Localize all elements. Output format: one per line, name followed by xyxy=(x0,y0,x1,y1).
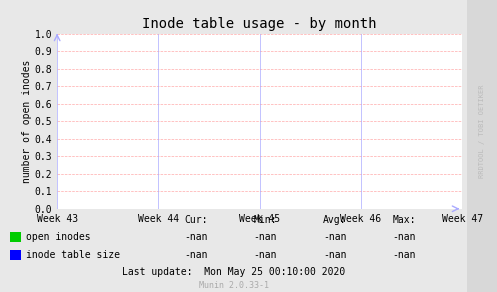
Text: -nan: -nan xyxy=(184,250,207,260)
Text: -nan: -nan xyxy=(323,232,346,242)
Y-axis label: number of open inodes: number of open inodes xyxy=(22,60,32,183)
Text: -nan: -nan xyxy=(323,250,346,260)
Text: -nan: -nan xyxy=(253,232,277,242)
Text: Avg:: Avg: xyxy=(323,215,346,225)
Text: -nan: -nan xyxy=(253,250,277,260)
Text: open inodes: open inodes xyxy=(26,232,90,242)
Text: RRDTOOL / TOBI OETIKER: RRDTOOL / TOBI OETIKER xyxy=(479,85,485,178)
Text: -nan: -nan xyxy=(393,250,416,260)
Text: -nan: -nan xyxy=(184,232,207,242)
Text: Max:: Max: xyxy=(393,215,416,225)
Text: Min:: Min: xyxy=(253,215,277,225)
Title: Inode table usage - by month: Inode table usage - by month xyxy=(143,17,377,31)
Text: Munin 2.0.33-1: Munin 2.0.33-1 xyxy=(199,281,268,290)
Text: Last update:  Mon May 25 00:10:00 2020: Last update: Mon May 25 00:10:00 2020 xyxy=(122,267,345,277)
Text: inode table size: inode table size xyxy=(26,250,120,260)
Text: -nan: -nan xyxy=(393,232,416,242)
Text: Cur:: Cur: xyxy=(184,215,207,225)
